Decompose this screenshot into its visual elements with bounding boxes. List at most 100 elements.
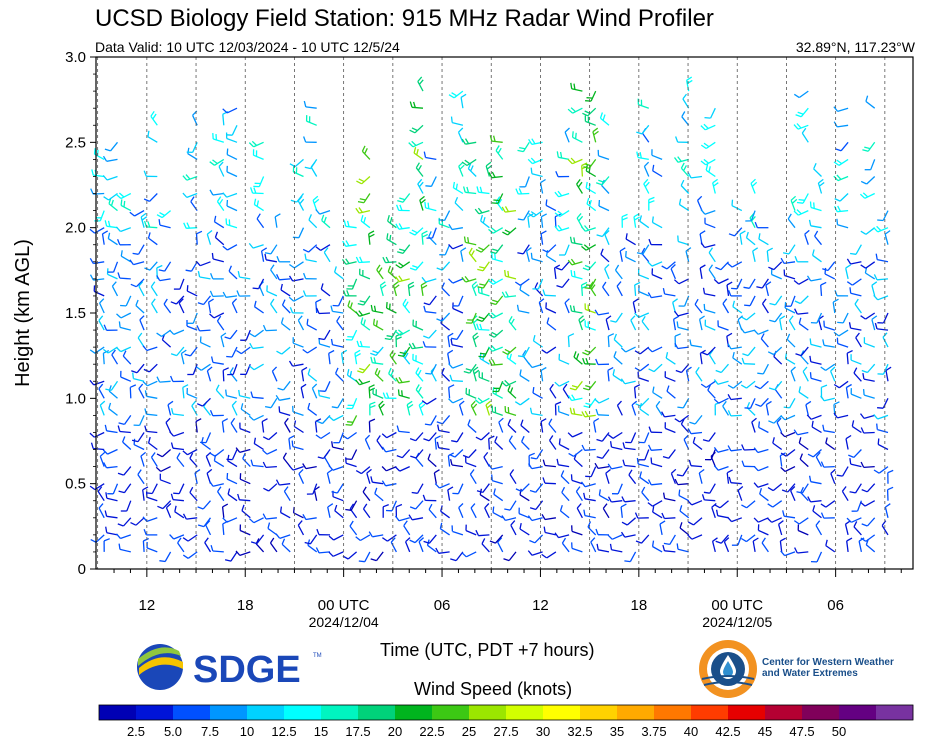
wind-barb: [774, 380, 783, 391]
wind-barb: [558, 359, 570, 365]
wind-barb: [788, 244, 796, 255]
wind-barb-flag: [532, 387, 535, 394]
wind-barb-flag: [270, 298, 275, 305]
colorbar-label: 12.5: [271, 724, 296, 739]
wind-barb-flag: [140, 212, 148, 221]
wind-barb-flag: [354, 349, 361, 358]
wind-barb: [471, 285, 477, 297]
wind-barb: [203, 517, 212, 527]
wind-barb: [625, 346, 636, 353]
wind-barb: [412, 141, 424, 148]
wind-barb: [584, 414, 596, 418]
wind-barb: [385, 448, 397, 453]
wind-barb-flag: [209, 480, 214, 487]
wind-barb: [722, 303, 730, 314]
wind-barb-flag: [167, 400, 174, 406]
wind-barb-flag: [708, 264, 714, 271]
wind-barb-flag: [587, 521, 592, 528]
wind-barb-flag: [323, 247, 329, 253]
wind-barb: [571, 310, 583, 314]
wind-barb-flag: [472, 332, 479, 341]
colorbar-label: 27.5: [493, 724, 518, 739]
wind-barb-flag: [519, 522, 522, 530]
wind-barb: [521, 441, 530, 450]
wind-barb: [368, 387, 371, 399]
wind-barb-flag: [541, 513, 546, 520]
wind-barb: [573, 448, 583, 457]
wind-barb-flag: [681, 111, 686, 118]
wind-barb: [877, 258, 889, 263]
wind-barb: [639, 476, 650, 485]
wind-barb: [644, 449, 650, 461]
wind-barb-flag: [772, 437, 775, 444]
colorbar-swatch: [654, 705, 692, 720]
wind-barb: [297, 200, 305, 211]
wind-barb-flag: [501, 515, 506, 521]
wind-barb-flag: [503, 558, 510, 562]
wind-barb: [752, 250, 756, 262]
wind-barb: [200, 341, 211, 348]
wind-barb-flag: [659, 520, 666, 525]
wind-barb-flag: [317, 389, 320, 396]
wind-barb: [559, 380, 570, 387]
wind-barb: [360, 534, 371, 542]
wind-barb-flag: [631, 400, 638, 406]
wind-barb-flag: [357, 300, 366, 306]
wind-barb-flag: [374, 367, 381, 377]
wind-barb-flag: [636, 457, 639, 465]
wind-barb-flag: [713, 465, 719, 471]
wind-barb-flag: [328, 416, 335, 421]
wind-barb: [312, 483, 318, 495]
wind-barb: [519, 528, 530, 536]
wind-barb-flag: [851, 420, 855, 427]
wind-barb-flag: [131, 439, 139, 443]
wind-barb: [484, 507, 490, 519]
wind-barb-flag: [209, 313, 215, 319]
wind-barb: [138, 285, 145, 297]
wind-barb-flag: [836, 218, 839, 225]
wind-barb-flag: [406, 400, 414, 409]
wind-barb-flag: [715, 540, 722, 544]
wind-barb-flag: [227, 488, 231, 495]
wind-barb: [749, 398, 756, 409]
wind-barb: [375, 551, 384, 561]
wind-barb-flag: [853, 367, 858, 374]
wind-barb-flag: [677, 406, 684, 409]
wind-barb-flag: [562, 383, 568, 390]
wind-barb: [492, 479, 503, 485]
wind-barb: [119, 430, 131, 434]
wind-barb: [398, 394, 410, 399]
wind-barb: [148, 363, 158, 373]
wind-barb-flag: [741, 504, 748, 509]
wind-barb-flag: [620, 531, 626, 538]
wind-barb-flag: [238, 389, 241, 396]
wind-barb: [305, 258, 317, 263]
wind-barb: [279, 397, 291, 401]
wind-barb-flag: [90, 539, 97, 543]
wind-barb-flag: [216, 486, 222, 493]
wind-barb-flag: [111, 349, 116, 356]
wind-barb-flag: [679, 505, 683, 512]
wind-barb: [825, 363, 836, 371]
wind-barb: [535, 483, 544, 493]
wind-barb-flag: [103, 538, 110, 542]
wind-barb-flag: [780, 415, 786, 421]
wind-barb-flag: [143, 537, 149, 542]
wind-barb: [546, 551, 557, 559]
wind-barb-flag: [670, 264, 676, 270]
wind-barb-flag: [290, 199, 297, 203]
wind-barb-flag: [279, 506, 283, 513]
wind-barb-flag: [435, 547, 440, 554]
wind-barb: [161, 449, 172, 458]
wind-barb: [136, 363, 145, 374]
wind-barb-flag: [648, 196, 655, 204]
wind-barb: [119, 548, 131, 553]
cw3e-line1: Center for Western Weather: [762, 657, 894, 668]
wind-barb: [112, 483, 119, 495]
wind-barb-flag: [732, 300, 736, 307]
wind-barb: [137, 474, 145, 485]
wind-barb: [810, 414, 822, 420]
wind-barb-flag: [437, 424, 440, 431]
wind-barb-flag: [726, 332, 733, 337]
